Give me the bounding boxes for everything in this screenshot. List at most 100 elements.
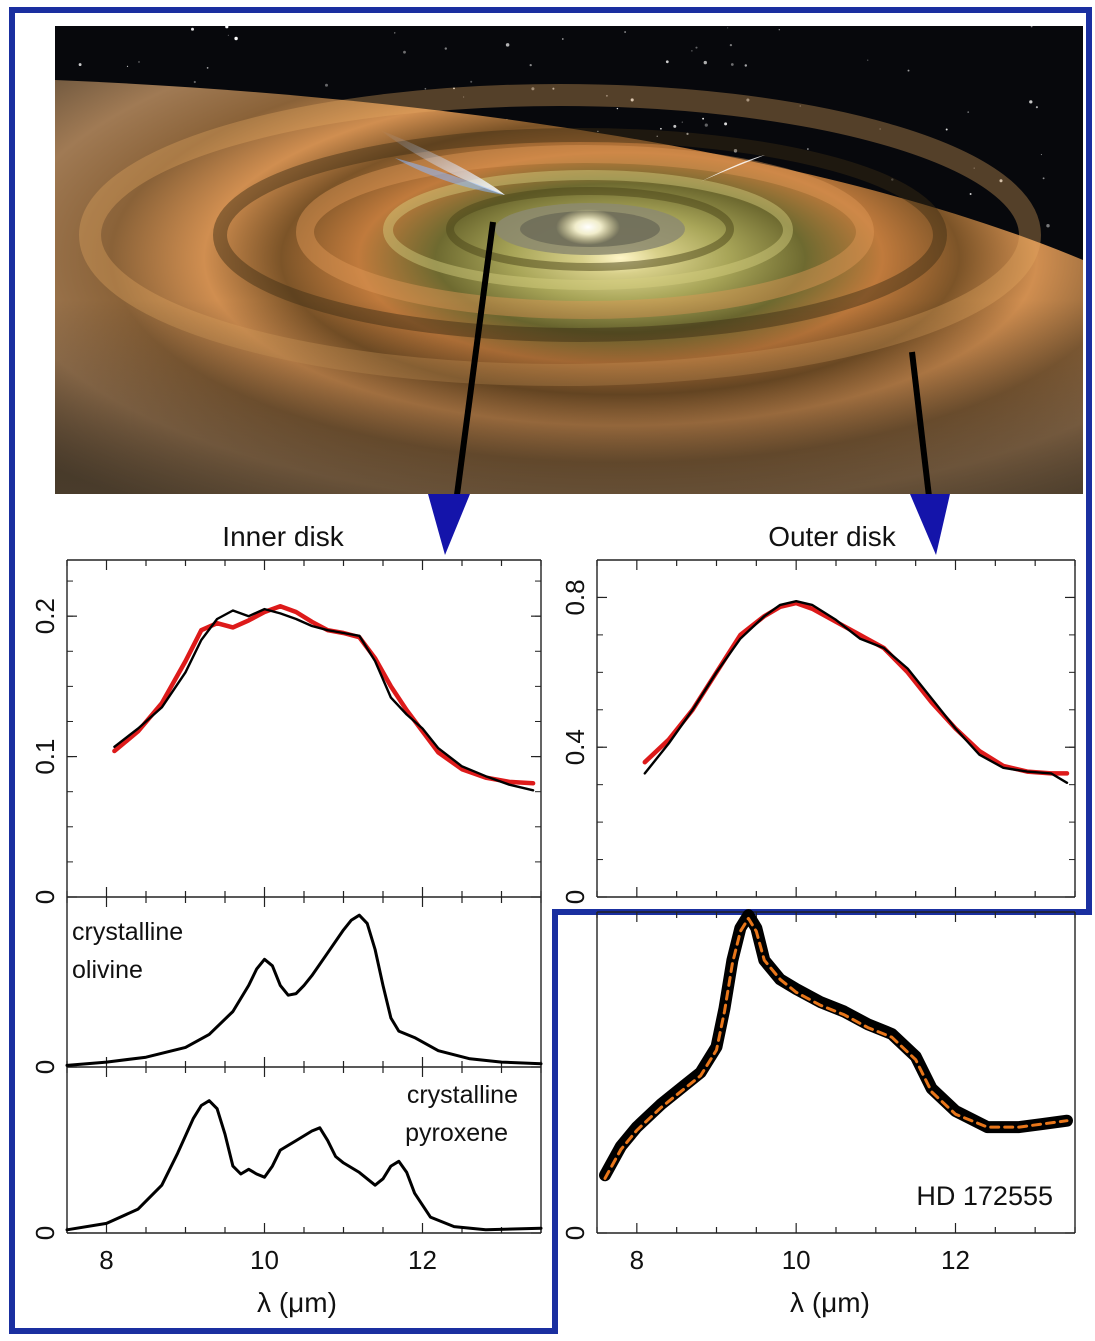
star-dot — [973, 167, 975, 169]
star-dot — [744, 64, 748, 67]
star-dot — [778, 29, 780, 31]
chart-pyroxene: 8 10 12 0 — [30, 1067, 543, 1275]
x-tick-label: 12 — [408, 1245, 437, 1275]
series-line-model — [603, 916, 1069, 1180]
star-dot — [730, 63, 734, 66]
y-tick-label: 0.2 — [30, 598, 60, 634]
star-dot — [624, 31, 627, 33]
star-dot — [733, 149, 738, 153]
star-dot — [691, 50, 693, 52]
star-dot — [191, 27, 194, 31]
star-dot — [681, 121, 683, 123]
star-dot — [1040, 154, 1042, 156]
y-tick-label: 0.1 — [30, 739, 60, 775]
comet-left — [380, 130, 505, 195]
star-dot — [470, 80, 473, 83]
star-dot — [724, 122, 728, 126]
pointer-line-outer — [909, 351, 933, 506]
olivine-label-line1: crystalline — [72, 918, 183, 946]
star-dot — [945, 128, 948, 131]
star-dot — [665, 60, 669, 64]
x-tick-label: 8 — [99, 1245, 113, 1275]
star-dot — [673, 124, 677, 128]
star-dot — [907, 69, 910, 72]
star-dot — [193, 80, 196, 84]
chart-outer: 0 0.4 0.8 — [560, 559, 1076, 904]
star-dot — [403, 50, 406, 54]
star-dot — [531, 87, 535, 91]
star-dot — [552, 87, 555, 90]
y-tick-label: 0.8 — [560, 579, 590, 615]
series-line-observed — [113, 607, 535, 792]
star-dot — [999, 179, 1003, 183]
olivine-label-line2: olivine — [72, 956, 143, 984]
star-dot — [1046, 223, 1050, 228]
inner-disk-title: Inner disk — [222, 521, 344, 552]
series-line-model — [642, 600, 1070, 776]
star-dot — [703, 60, 707, 65]
x-axis-label-right: λ (μm) — [790, 1287, 870, 1318]
pyroxene-label-line2: pyroxene — [405, 1119, 508, 1147]
star-dot — [891, 178, 894, 181]
y-tick-label: 0 — [560, 890, 590, 904]
star-dot — [704, 123, 708, 127]
x-tick-label: 12 — [941, 1245, 970, 1275]
star-dot — [444, 47, 447, 50]
series-line-observed — [599, 909, 1073, 1182]
pyroxene-label-line1: crystalline — [407, 1081, 518, 1109]
star-dot — [967, 111, 970, 113]
y-tick-label: 0 — [30, 890, 60, 904]
star-dot — [605, 94, 608, 97]
star-dot — [227, 34, 230, 37]
series-line-pyroxene — [65, 1099, 543, 1232]
star-dot — [746, 98, 750, 102]
star-dot — [630, 98, 634, 102]
frame-outline — [9, 7, 1092, 1334]
star-dot — [799, 105, 801, 107]
star-dot — [78, 63, 82, 67]
star-dot — [234, 36, 238, 41]
star-dot — [463, 96, 465, 98]
star-dot — [1030, 26, 1033, 28]
arrow-inner-icon — [428, 494, 470, 555]
star-dot — [807, 148, 809, 150]
series-line-model — [112, 604, 536, 786]
star-dot — [424, 87, 427, 90]
star-dot — [597, 130, 599, 133]
star-dot — [866, 59, 869, 61]
y-tick-label: 0 — [30, 1060, 60, 1074]
x-axis-label-left: λ (μm) — [257, 1287, 337, 1318]
star-dot — [879, 128, 881, 130]
star-dot — [505, 43, 510, 47]
star-dot — [1035, 106, 1038, 109]
star-dot — [138, 61, 140, 63]
star-dot — [1029, 100, 1033, 104]
star-dot — [394, 32, 396, 34]
series-line-observed — [643, 600, 1069, 784]
star-dot — [702, 117, 704, 120]
chart-inner: 0 0.1 0.2 — [30, 559, 542, 904]
star-dot — [206, 67, 209, 69]
star-dot — [126, 65, 129, 68]
star-dot — [529, 63, 532, 67]
star-dot — [695, 46, 698, 49]
star-dot — [660, 127, 662, 130]
x-tick-label: 10 — [250, 1245, 279, 1275]
star-dot — [1042, 177, 1045, 180]
star-dot — [561, 38, 564, 40]
star-dot — [325, 83, 328, 87]
pointer-line-inner — [452, 221, 496, 511]
star-dot — [969, 193, 972, 195]
star-dot — [656, 135, 658, 137]
star-dot — [727, 27, 729, 29]
star-dot — [616, 107, 619, 110]
star-dot — [453, 87, 455, 90]
disk-illustration — [55, 26, 1083, 494]
central-star — [556, 209, 620, 245]
star-dot — [225, 26, 229, 29]
y-tick-label: 0 — [560, 1226, 590, 1240]
arrow-outer-icon — [910, 494, 950, 555]
chart-hd172555: 8 10 12 0 — [560, 909, 1076, 1275]
y-tick-label: 0 — [30, 1226, 60, 1240]
